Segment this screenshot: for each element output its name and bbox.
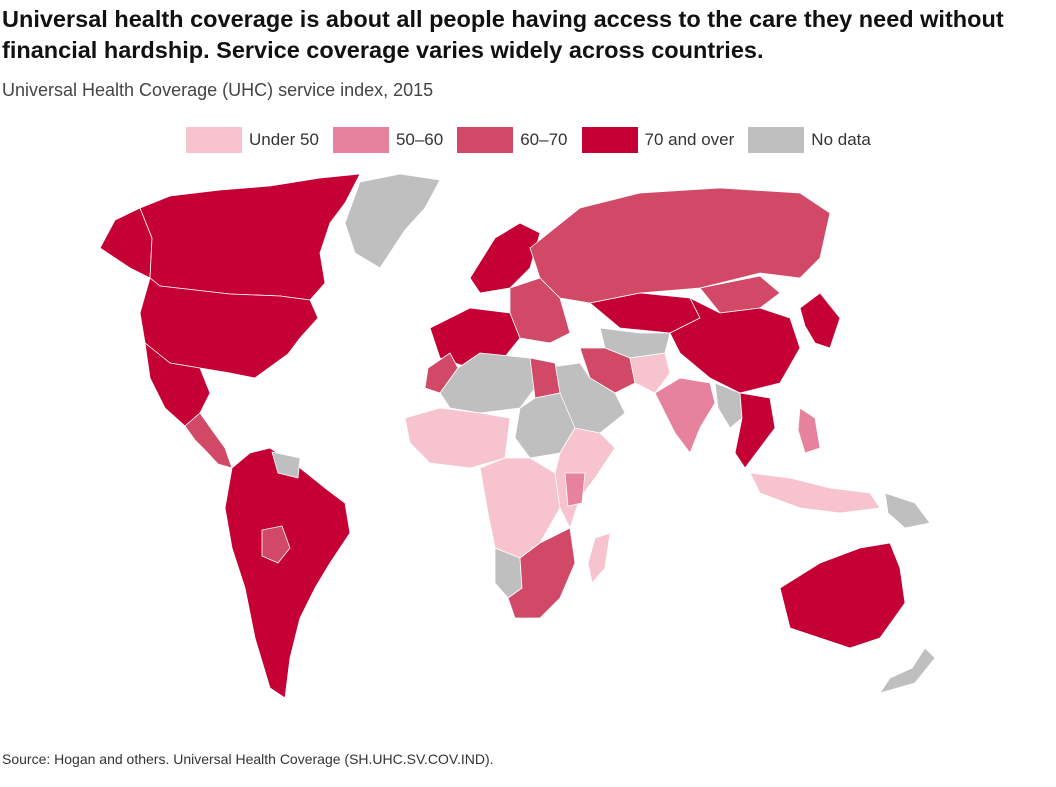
region-canada xyxy=(139,173,361,301)
region-southeast-asia xyxy=(734,392,776,469)
legend: Under 50 50–60 60–70 70 and over No data xyxy=(186,126,885,154)
legend-label-70-and-over: 70 and over xyxy=(644,130,735,149)
region-mongolia xyxy=(699,275,781,314)
region-philippines xyxy=(797,407,821,454)
region-madagascar xyxy=(587,532,611,584)
region-west-africa xyxy=(404,407,511,469)
region-south-america xyxy=(224,447,351,699)
legend-label-no-data: No data xyxy=(811,130,871,149)
legend-swatch-50-60 xyxy=(332,127,389,153)
chart-subtitle: Universal Health Coverage (UHC) service … xyxy=(2,80,434,100)
legend-swatch-60-70 xyxy=(457,127,514,153)
legend-swatch-70-and-over xyxy=(581,127,638,153)
region-afghanistan-pakistan xyxy=(629,352,671,394)
legend-label-under-50: Under 50 xyxy=(249,130,319,149)
region-guianas xyxy=(271,451,301,479)
region-central-africa xyxy=(479,457,561,559)
legend-swatch-under-50 xyxy=(186,127,242,153)
region-greenland xyxy=(344,173,441,269)
region-bolivia xyxy=(261,525,291,564)
legend-item-no-data: No data xyxy=(748,127,871,153)
legend-item-70-and-over: 70 and over xyxy=(581,127,735,153)
region-new-zealand xyxy=(879,647,936,694)
region-central-america xyxy=(184,412,233,469)
legend-swatch-no-data xyxy=(748,127,805,153)
region-china xyxy=(669,297,801,394)
region-korea-japan xyxy=(799,292,841,349)
legend-label-50-60: 50–60 xyxy=(395,130,444,149)
region-russia xyxy=(529,187,831,304)
legend-item-under-50: Under 50 xyxy=(186,127,319,153)
region-myanmar xyxy=(714,382,743,429)
legend-item-50-60: 50–60 xyxy=(332,127,444,153)
region-southern-africa xyxy=(507,527,576,619)
chart-title: Universal health coverage is about all p… xyxy=(2,6,1004,63)
legend-item-60-70: 60–70 xyxy=(457,127,568,153)
legend-label-60-70: 60–70 xyxy=(520,130,568,149)
region-papua xyxy=(884,492,931,529)
region-kenya xyxy=(564,472,586,507)
region-indonesia xyxy=(749,472,881,514)
source-note: Source: Hogan and others. Universal Heal… xyxy=(2,751,494,767)
world-map xyxy=(99,173,936,699)
region-egypt xyxy=(529,357,561,399)
region-india xyxy=(654,377,716,454)
region-australia xyxy=(779,542,906,649)
